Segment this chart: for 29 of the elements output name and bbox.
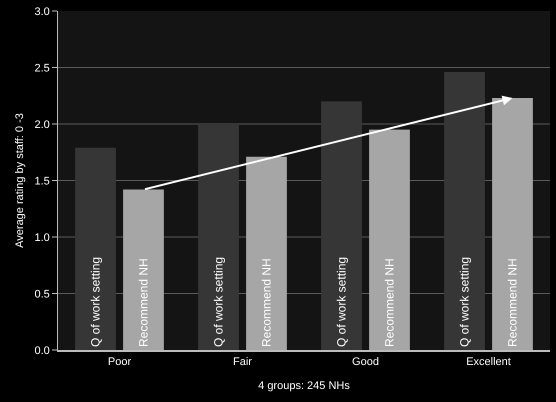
x-tick-label: Poor [108, 356, 132, 368]
series-label: Q of work setting [88, 256, 103, 347]
bar [321, 101, 362, 350]
y-axis-title: Average rating by staff: 0 -3 [14, 113, 26, 248]
bar [444, 72, 485, 350]
y-tick-label: 1.5 [34, 175, 50, 188]
x-axis-title: 4 groups: 245 NHs [258, 380, 350, 392]
y-tick-label: 1.0 [34, 232, 50, 244]
bar [198, 124, 239, 350]
y-tick-label: 3.0 [34, 6, 50, 18]
y-tick-label: 0.0 [34, 344, 50, 357]
x-tick-label: Excellent [466, 356, 511, 368]
text: Q of work setting [212, 256, 226, 347]
text: Recommend NH [259, 258, 274, 347]
x-tick-label: Good [352, 356, 379, 368]
text: Q of work setting [458, 256, 472, 347]
bar [492, 98, 533, 350]
x-tick-label: Fair [233, 356, 252, 368]
bar [123, 190, 164, 350]
bar [246, 156, 287, 350]
text: Q of work setting [334, 256, 349, 347]
bar [369, 130, 410, 350]
series-label: Recommend NH [136, 258, 150, 347]
y-tick-label: 2.0 [34, 118, 50, 131]
text: Recommend NH [382, 258, 396, 347]
bar [75, 148, 116, 350]
y-tick-label: 0.5 [34, 288, 50, 300]
y-tick-label: 2.5 [34, 62, 50, 74]
text: Recommend NH [505, 258, 520, 347]
